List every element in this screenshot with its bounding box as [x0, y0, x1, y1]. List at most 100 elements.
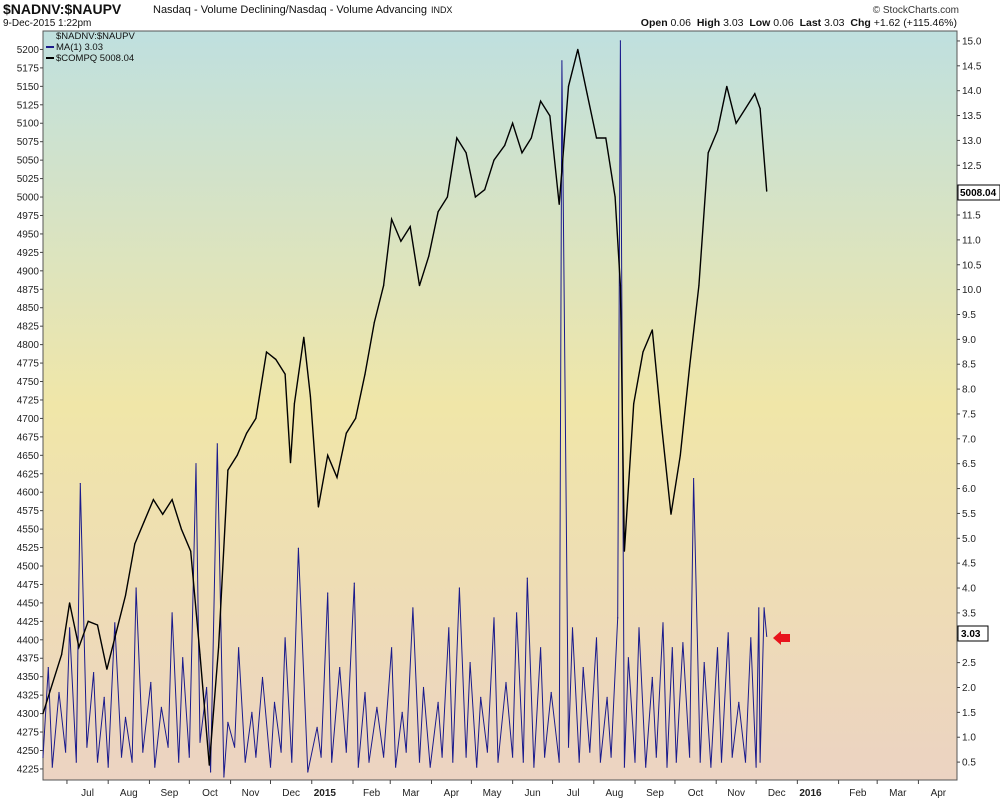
y-tick-label-left: 4350 — [17, 672, 40, 683]
ratio-point — [107, 766, 109, 768]
ratio-point — [750, 637, 752, 639]
ratio-point — [86, 746, 88, 748]
compq-point — [373, 321, 375, 324]
y-tick-label-left: 4325 — [17, 691, 40, 702]
ratio-point — [150, 681, 152, 684]
compq-point — [289, 462, 292, 464]
ratio-point — [244, 761, 246, 763]
ratio-point — [297, 547, 299, 549]
y-tick-label-left: 4825 — [17, 322, 40, 333]
compq-point — [446, 196, 448, 198]
compq-point — [465, 152, 467, 154]
compq-point — [670, 513, 672, 515]
ratio-point — [178, 761, 180, 763]
compq-point — [134, 543, 136, 545]
ratio-point — [476, 766, 478, 768]
legend-swatch — [46, 46, 54, 49]
compq-last-tag: 5008.04 — [957, 184, 1000, 201]
ratio-point — [526, 577, 528, 579]
compq-point — [698, 285, 700, 287]
ratio-point — [595, 637, 598, 639]
y-tick-label-right: 0.5 — [962, 758, 976, 769]
ratio-point — [693, 478, 695, 480]
y-tick-label-right: 10.0 — [962, 285, 982, 296]
ratio-point — [567, 746, 570, 748]
compq-point — [115, 631, 117, 634]
ratio-point — [558, 761, 560, 763]
compq-point — [577, 48, 579, 51]
plot-background — [42, 30, 958, 781]
ratio-point — [638, 627, 640, 629]
y-tick-label-right: 9.0 — [962, 335, 976, 346]
ratio-point — [759, 761, 761, 763]
series-line-ratio — [42, 40, 768, 778]
ratio-point — [634, 761, 636, 763]
ratio-point — [589, 751, 591, 753]
y-tick-label-left: 4275 — [17, 728, 40, 739]
compq-point — [428, 255, 430, 257]
ratio-point — [763, 607, 765, 609]
ratio-point — [731, 756, 733, 758]
compq-point — [106, 668, 108, 670]
y-tick-label-right: 8.0 — [962, 385, 976, 396]
ratio-point — [227, 721, 229, 723]
ratio-point — [238, 647, 240, 649]
compq-point — [623, 550, 626, 552]
exchange-label: INDX — [430, 5, 453, 15]
y-tick-label-right: 14.5 — [962, 61, 982, 72]
series-line-compq — [42, 49, 768, 766]
compq-point — [540, 100, 542, 102]
compq-point — [236, 454, 238, 456]
description-text: Nasdaq - Volume Declining/Nasdaq - Volum… — [153, 4, 427, 16]
compq-point — [707, 152, 709, 154]
ratio-point — [606, 696, 608, 699]
compq-point — [437, 211, 439, 213]
compq-point — [208, 764, 210, 766]
compq-point — [246, 432, 248, 434]
ratio-point — [135, 587, 137, 589]
x-tick-label: 2015 — [314, 788, 337, 799]
ratio-point — [255, 756, 257, 758]
ratio-point — [441, 756, 443, 758]
y-tick-label-left: 5025 — [17, 174, 40, 185]
y-tick-label-right: 7.0 — [962, 434, 976, 445]
compq-point — [255, 417, 257, 419]
x-tick-label: Jul — [567, 788, 580, 799]
compq-point — [586, 93, 588, 95]
compq-point — [726, 85, 728, 87]
y-tick-label-left: 4300 — [17, 709, 40, 720]
compq-point — [61, 654, 63, 656]
x-tick-label: 2016 — [799, 788, 822, 799]
ratio-point — [376, 706, 378, 709]
y-tick-label-right: 5.5 — [962, 509, 976, 520]
y-tick-label-left: 4500 — [17, 562, 40, 573]
compq-point — [679, 454, 681, 456]
y-tick-label-right: 3.5 — [962, 608, 976, 619]
ratio-point — [493, 617, 495, 619]
y-tick-label-left: 4450 — [17, 598, 40, 609]
brand-link[interactable]: © StockCharts.com — [872, 5, 959, 16]
y-tick-label-left: 4750 — [17, 377, 40, 388]
x-tick-label: Nov — [242, 788, 260, 799]
ratio-point — [199, 741, 201, 743]
compq-point — [180, 528, 182, 530]
y-tick-label-right: 13.0 — [962, 136, 982, 147]
compq-point — [735, 122, 737, 124]
compq-point — [355, 417, 357, 419]
x-tick-label: Aug — [120, 788, 138, 799]
compq-point — [595, 137, 598, 139]
ratio-point — [418, 761, 421, 763]
compq-point — [345, 432, 347, 434]
y-tick-label-right: 10.5 — [962, 260, 982, 271]
ratio-point — [469, 662, 471, 664]
y-tick-label-left: 5000 — [17, 193, 40, 204]
legend-label: MA(1) 3.03 — [56, 42, 103, 53]
ratio-point — [167, 746, 169, 748]
ratio-point — [51, 766, 53, 768]
compq-point — [162, 513, 164, 515]
x-tick-label: Mar — [402, 788, 420, 799]
y-tick-label-left: 4250 — [17, 746, 40, 757]
compq-last-value: 5008.04 — [960, 188, 997, 199]
y-tick-label-left: 4925 — [17, 248, 40, 259]
